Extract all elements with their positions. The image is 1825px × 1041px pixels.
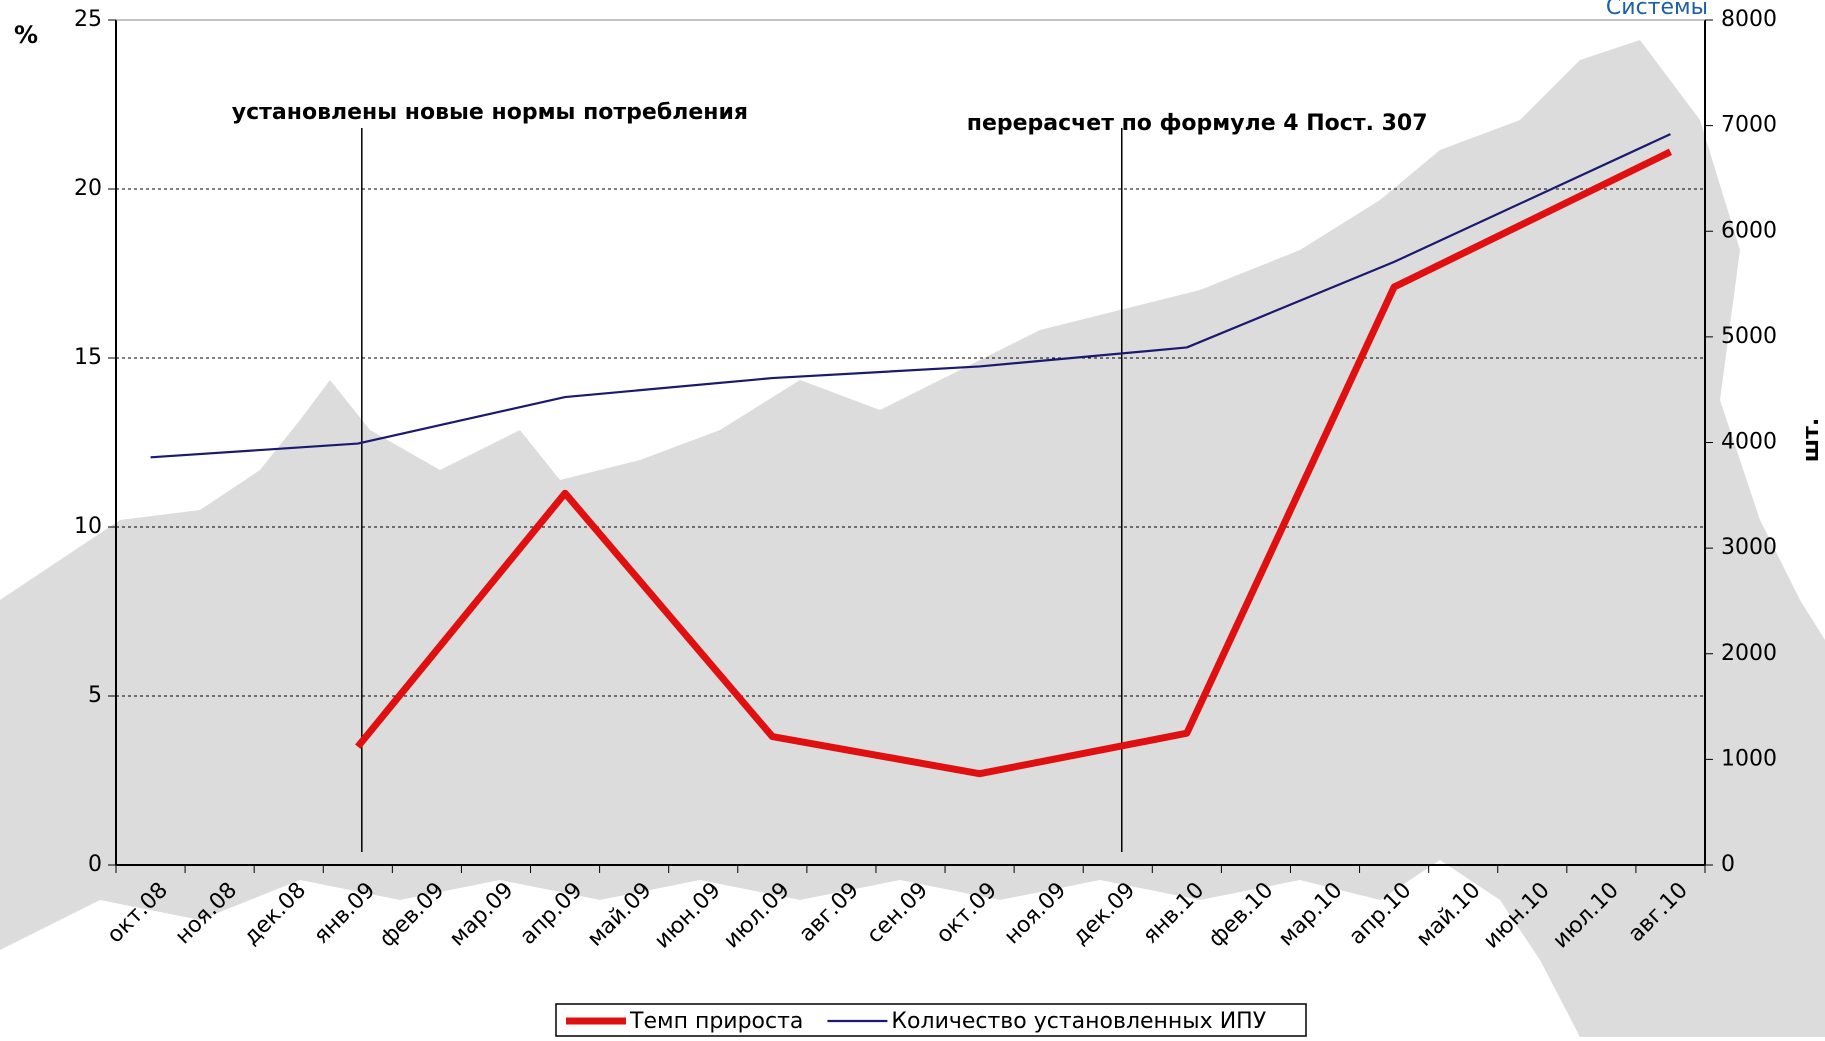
legend-label: Темп прироста <box>629 1009 803 1034</box>
legend-label: Количество установленных ИПУ <box>891 1009 1266 1034</box>
series-line <box>355 148 1672 778</box>
series-line <box>150 133 1671 459</box>
y-tick-label: 15 <box>74 345 102 370</box>
x-tick-label: июн.09 <box>650 878 726 954</box>
y2-tick-label: 7000 <box>1721 113 1777 138</box>
y-tick-label: 25 <box>74 7 102 32</box>
y2-tick-label: 5000 <box>1721 324 1777 349</box>
y2-tick-label: 3000 <box>1721 535 1777 560</box>
map-background <box>0 40 1825 1037</box>
y-tick-label: 5 <box>88 683 102 708</box>
y-tick-label: 20 <box>74 176 102 201</box>
y2-tick-label: 6000 <box>1721 218 1777 243</box>
y2-axis-label: шт. <box>1799 418 1824 462</box>
legend-box <box>555 1003 1307 1037</box>
annotation-text: установлены новые нормы потребления <box>232 100 748 125</box>
y-tick-label: 10 <box>74 514 102 539</box>
y2-tick-label: 1000 <box>1721 746 1777 771</box>
x-tick-label: сен.09 <box>862 878 933 949</box>
y2-tick-label: 8000 <box>1721 7 1777 32</box>
x-tick-label: дек.09 <box>1068 878 1140 950</box>
y-tick-label: 0 <box>88 852 102 877</box>
x-tick-label: мар.10 <box>1274 878 1348 952</box>
y2-tick-label: 0 <box>1721 852 1735 877</box>
annotation-text: перерасчет по формуле 4 Пост. 307 <box>967 111 1428 136</box>
y2-tick-label: 2000 <box>1721 641 1777 666</box>
x-tick-label: май.10 <box>1412 878 1486 952</box>
y2-tick-label: 4000 <box>1721 430 1777 455</box>
corner-text: Системы <box>1606 0 1708 20</box>
y-axis-label: % <box>14 21 38 49</box>
x-tick-label: мар.09 <box>445 878 519 952</box>
